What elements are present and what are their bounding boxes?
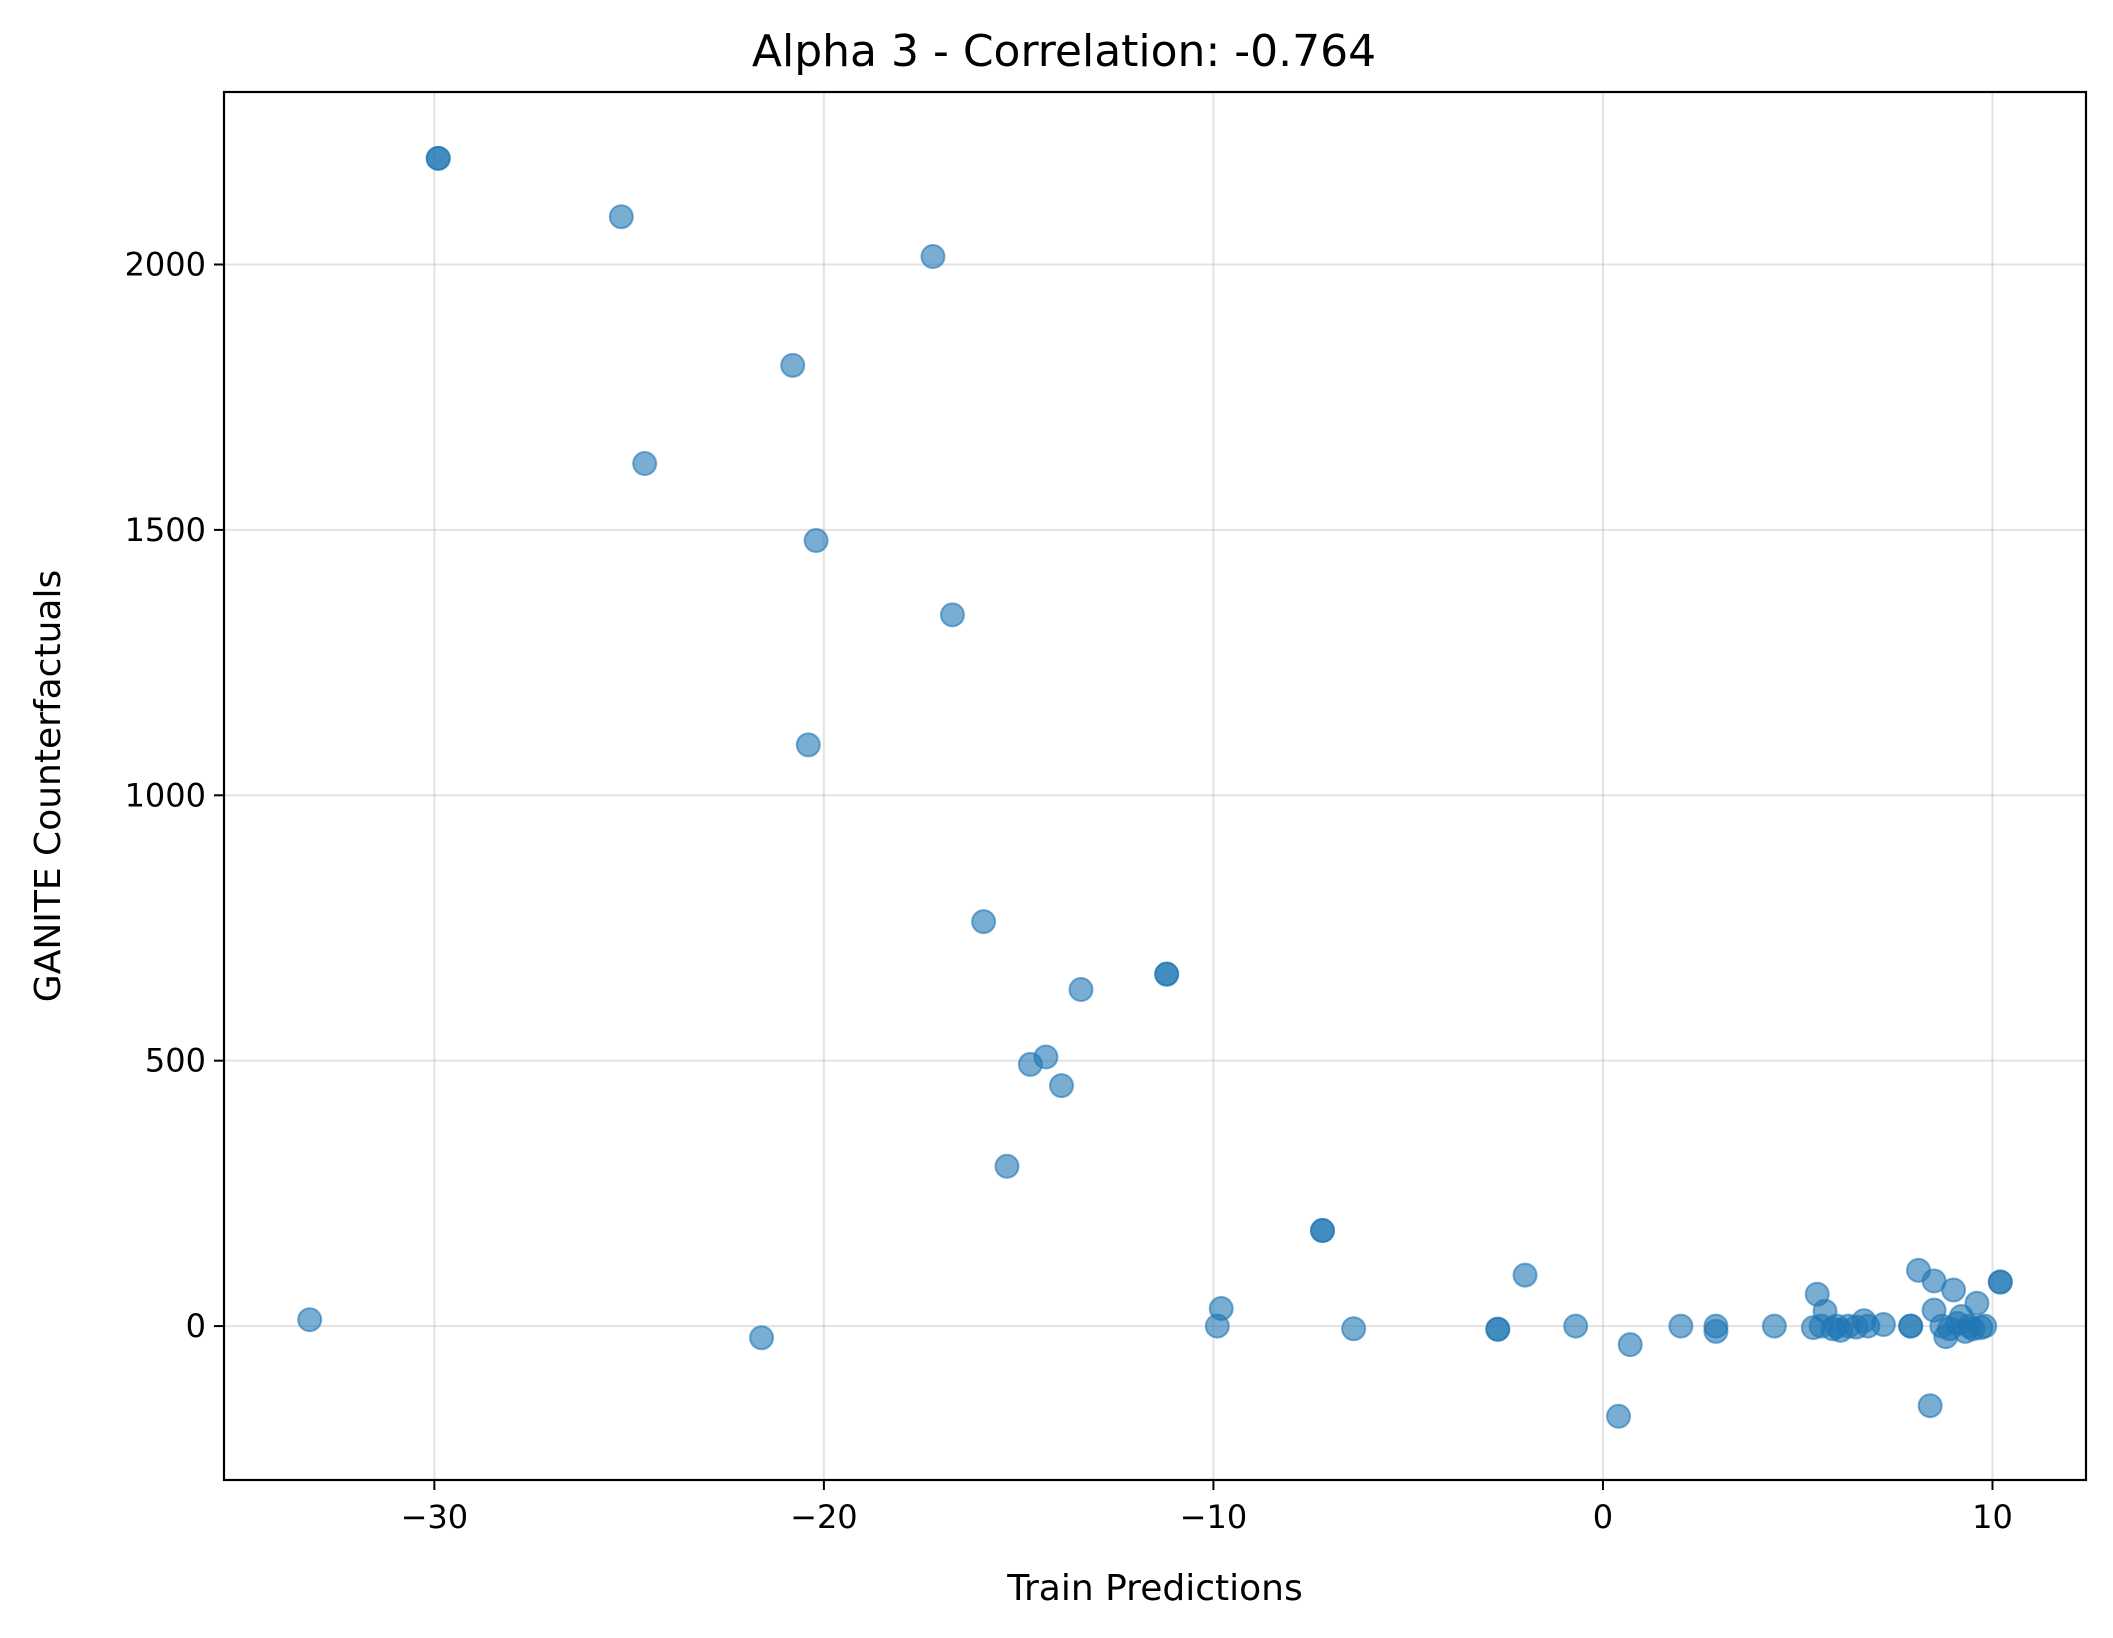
scatter-point: [1964, 1290, 1990, 1316]
scatter-point: [939, 602, 965, 628]
x-axis-ticks: −30 −20 −10 0 10: [401, 1480, 2013, 1536]
x-tick-label: 10: [1972, 1498, 2013, 1536]
x-tick-label: −10: [1180, 1498, 1248, 1536]
y-tick-label: 1500: [125, 511, 206, 549]
scatter-point: [749, 1325, 775, 1351]
scatter-point: [1941, 1277, 1967, 1303]
scatter-point: [780, 352, 806, 378]
chart-title: Alpha 3 - Correlation: -0.764: [752, 26, 1376, 77]
scatter-point: [1917, 1393, 1943, 1419]
scatter-point: [297, 1307, 323, 1333]
y-axis-ticks: 0 500 1000 1500 2000: [125, 246, 224, 1345]
x-axis-label: Train Predictions: [1006, 1568, 1302, 1609]
scatter-point: [1972, 1313, 1998, 1339]
scatter-point: [1017, 1051, 1043, 1077]
scatter-point: [1310, 1218, 1336, 1244]
x-tick-label: −30: [401, 1498, 469, 1536]
scatter-point: [608, 204, 634, 230]
scatter-point: [1761, 1313, 1787, 1339]
scatter-point: [1668, 1313, 1694, 1339]
plot-frame: [222, 90, 2088, 1482]
scatter-point: [971, 909, 997, 935]
scatter-point: [920, 244, 946, 270]
scatter-point: [795, 732, 821, 758]
scatter-point: [1987, 1269, 2013, 1295]
scatter-point: [994, 1153, 1020, 1179]
grid-layer: [224, 92, 2086, 1480]
scatter-point: [1154, 961, 1180, 987]
scatter-point: [1068, 977, 1094, 1003]
scatter-point: [1512, 1262, 1538, 1288]
scatter-point: [1606, 1403, 1632, 1429]
scatter-point: [1617, 1332, 1643, 1358]
y-tick-label: 500: [145, 1042, 206, 1080]
points-layer: [297, 145, 2013, 1429]
scatter-point: [425, 145, 451, 171]
scatter-point: [1703, 1313, 1729, 1339]
scatter-point: [1870, 1311, 1896, 1337]
y-axis-label: GANITE Counterfactuals: [28, 570, 69, 1002]
x-tick-label: −20: [790, 1498, 858, 1536]
scatter-point: [1204, 1313, 1230, 1339]
scatter-point: [1563, 1313, 1589, 1339]
scatter-point: [1898, 1313, 1924, 1339]
x-tick-label: 0: [1593, 1498, 1613, 1536]
y-tick-label: 0: [186, 1307, 206, 1345]
scatter-point: [1341, 1316, 1367, 1342]
scatter-point: [1049, 1073, 1075, 1099]
y-tick-label: 2000: [125, 246, 206, 284]
scatter-point: [803, 528, 829, 554]
scatter-point: [632, 451, 658, 477]
y-tick-label: 1000: [125, 776, 206, 814]
scatter-point: [1485, 1316, 1511, 1342]
